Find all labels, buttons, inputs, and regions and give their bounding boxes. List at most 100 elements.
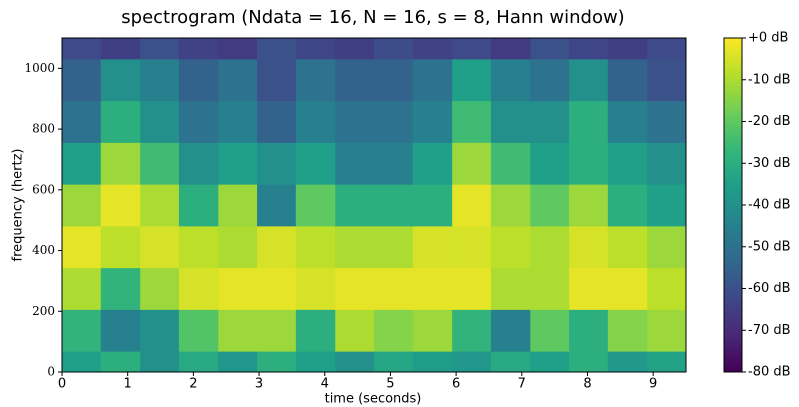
x-axis-label: time (seconds): [325, 392, 422, 407]
heatmap-cell: [100, 184, 141, 227]
heatmap-cell: [100, 142, 141, 185]
heatmap-cell: [490, 309, 531, 352]
heatmap-cell: [530, 142, 570, 185]
heatmap-cell: [62, 142, 102, 185]
colorbar-tick-label: -50 dB: [748, 239, 791, 254]
y-tick-label: 1000: [24, 61, 55, 75]
heatmap-cell: [530, 309, 570, 352]
heatmap-cell: [530, 351, 570, 373]
heatmap-cell: [607, 38, 648, 60]
heatmap-cell: [218, 225, 258, 269]
y-tick-label: 0: [47, 365, 55, 379]
colorbar-tick-label: -60 dB: [748, 281, 791, 296]
heatmap-cell: [62, 225, 102, 269]
heatmap-cell: [530, 267, 570, 310]
heatmap-cell: [607, 267, 648, 310]
heatmap-cell: [569, 142, 609, 185]
heatmap-cell: [647, 58, 687, 102]
heatmap-cell: [569, 225, 609, 269]
heatmap-cell: [295, 58, 336, 102]
heatmap-cell: [569, 351, 609, 373]
heatmap-cell: [607, 184, 648, 227]
heatmap-cell: [140, 58, 180, 102]
heatmap-cell: [490, 267, 531, 310]
heatmap-cell: [490, 38, 531, 60]
heatmap-cell: [607, 142, 648, 185]
heatmap-cell: [218, 309, 258, 352]
colorbar-tick-label: -40 dB: [748, 198, 791, 213]
heatmap-cell: [452, 38, 492, 60]
heatmap-cell: [530, 38, 570, 60]
heatmap-cell: [218, 267, 258, 310]
heatmap-cell: [218, 184, 258, 227]
heatmap-cell: [412, 309, 453, 352]
x-tick-label: 1: [124, 377, 132, 392]
heatmap-cell: [178, 267, 219, 310]
heatmap-cell: [140, 38, 180, 60]
heatmap-cell: [374, 100, 414, 143]
heatmap-cell: [178, 58, 219, 102]
heatmap-cell: [218, 351, 258, 373]
heatmap-cell: [140, 100, 180, 143]
heatmap-cell: [530, 225, 570, 269]
heatmap-cell: [62, 58, 102, 102]
colorbar-tick-label: -30 dB: [748, 156, 791, 171]
colorbar: [723, 37, 743, 373]
heatmap-cell: [100, 38, 141, 60]
heatmap-cell: [178, 351, 219, 373]
heatmap-cell: [569, 38, 609, 60]
heatmap-cell: [335, 100, 375, 143]
heatmap-cell: [295, 142, 336, 185]
heatmap-cell: [412, 100, 453, 143]
colorbar-tick-label: -70 dB: [748, 323, 791, 338]
heatmap-cell: [178, 225, 219, 269]
heatmap-cell: [647, 184, 687, 227]
x-tick-label: 6: [452, 377, 460, 392]
heatmap-cell: [335, 184, 375, 227]
heatmap-cell: [140, 142, 180, 185]
heatmap-cell: [374, 309, 414, 352]
heatmap-cell: [218, 100, 258, 143]
plot-frame: [61, 37, 687, 373]
heatmap-cell: [647, 351, 687, 373]
heatmap-cell: [335, 38, 375, 60]
x-tick-label: 4: [321, 377, 329, 392]
heatmap-cell: [62, 184, 102, 227]
heatmap-cell: [100, 351, 141, 373]
heatmap-cell: [607, 351, 648, 373]
heatmap-cell: [100, 309, 141, 352]
y-tick-label: 600: [32, 182, 55, 196]
heatmap-cell: [140, 267, 180, 310]
heatmap-cell: [62, 309, 102, 352]
heatmap-cell: [647, 225, 687, 269]
heatmap-cell: [257, 184, 297, 227]
heatmap-cell: [62, 351, 102, 373]
heatmap-cell: [452, 184, 492, 227]
heatmap-cell: [257, 58, 297, 102]
heatmap-cell: [335, 351, 375, 373]
heatmap-cell: [295, 225, 336, 269]
heatmap-cell: [218, 38, 258, 60]
heatmap-cell: [412, 142, 453, 185]
heatmap-cell: [374, 267, 414, 310]
heatmap-cell: [100, 58, 141, 102]
heatmap-cell: [569, 309, 609, 352]
heatmap-cell: [530, 184, 570, 227]
heatmap-cell: [257, 351, 297, 373]
heatmap-cell: [100, 225, 141, 269]
colorbar-tick-label: -20 dB: [748, 114, 791, 129]
heatmap-cell: [490, 184, 531, 227]
heatmap-cell: [569, 184, 609, 227]
heatmap-cell: [140, 225, 180, 269]
heatmap-cell: [490, 225, 531, 269]
x-tick-label: 0: [58, 377, 66, 392]
heatmap-cell: [140, 309, 180, 352]
heatmap-cell: [607, 225, 648, 269]
heatmap-cell: [374, 351, 414, 373]
heatmap-cell: [295, 100, 336, 143]
heatmap-cell: [647, 142, 687, 185]
heatmap-cell: [257, 142, 297, 185]
heatmap-cell: [647, 100, 687, 143]
heatmap-cell: [647, 309, 687, 352]
